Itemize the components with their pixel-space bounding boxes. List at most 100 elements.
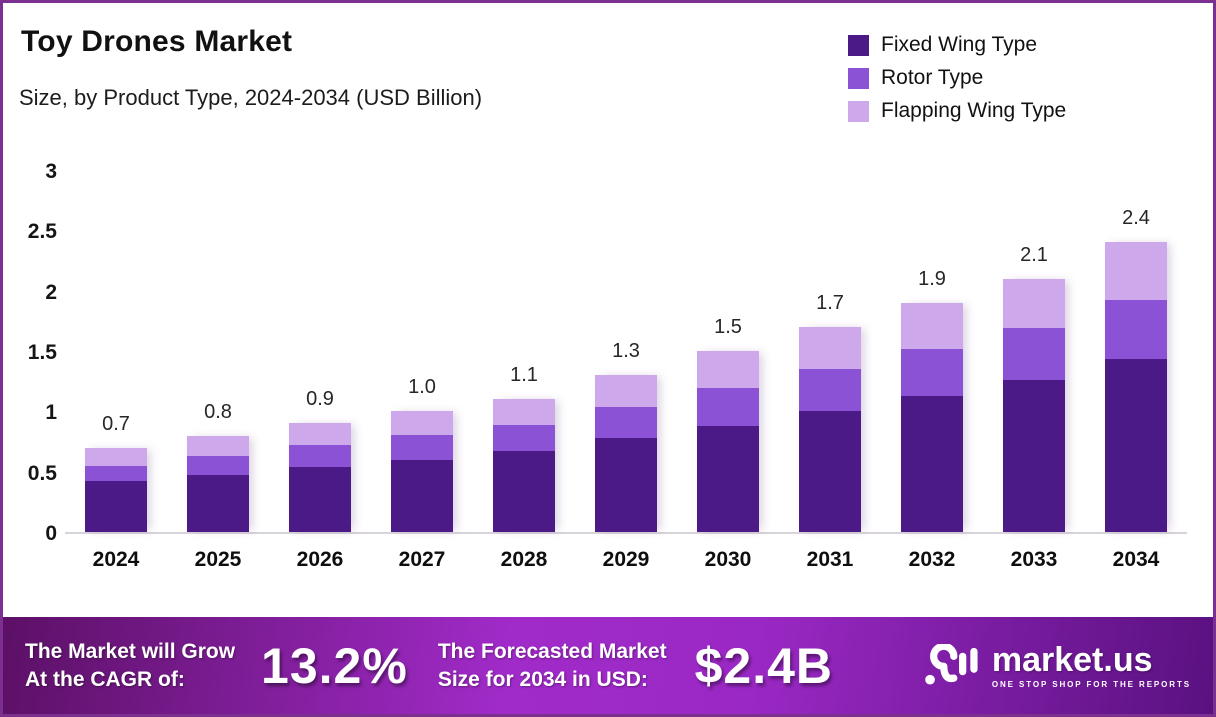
forecast-value: $2.4B xyxy=(694,637,834,694)
bar-segment-flapping-wing-type xyxy=(901,302,963,349)
marketus-swirl-icon xyxy=(925,643,978,685)
bar-total-label: 1.1 xyxy=(510,364,538,387)
stacked-bar xyxy=(187,435,249,532)
bar-segment-rotor-type xyxy=(85,465,147,482)
bar-segment-fixed-wing-type xyxy=(85,481,147,532)
x-axis-label: 2029 xyxy=(602,548,650,571)
stacked-bar xyxy=(85,447,147,532)
bar-segment-flapping-wing-type xyxy=(187,435,249,456)
plot-area: 0.7 2024 0.8 2025 0.9 2026 1.0 2027 1.1 2028 1.3 20… xyxy=(65,172,1187,571)
legend-label: Rotor Type xyxy=(881,66,984,89)
bar-segment-rotor-type xyxy=(289,445,351,467)
page-subtitle: Size, by Product Type, 2024-2034 (USD Bi… xyxy=(19,85,483,110)
brand-text: market.us ONE STOP SHOP FOR THE REPORTS xyxy=(992,643,1191,689)
bar-group-2024: 0.7 2024 xyxy=(66,172,166,571)
bar-segment-fixed-wing-type xyxy=(391,459,453,532)
y-tick-label: 3 xyxy=(45,160,57,183)
bar-group-2030: 1.5 2030 xyxy=(678,172,778,571)
y-axis: 0 0.5 1 1.5 2 2.5 3 xyxy=(9,160,57,545)
x-axis-label: 2031 xyxy=(806,548,854,571)
bar-segment-fixed-wing-type xyxy=(493,451,555,532)
bar-total-label: 0.7 xyxy=(102,412,130,435)
forecast-label: The Forecasted Market Size for 2034 in U… xyxy=(438,638,667,693)
bar-segment-fixed-wing-type xyxy=(697,425,759,532)
x-axis-label: 2028 xyxy=(500,548,548,571)
x-axis-label: 2033 xyxy=(1010,548,1058,571)
bar-segment-rotor-type xyxy=(1105,300,1167,360)
bar-segment-rotor-type xyxy=(391,435,453,460)
legend-item: Flapping Wing Type xyxy=(848,99,1066,123)
x-axis-label: 2034 xyxy=(1112,548,1160,571)
bar-total-label: 1.0 xyxy=(408,376,436,399)
y-tick-label: 1 xyxy=(45,401,57,425)
bar-segment-flapping-wing-type xyxy=(85,447,147,466)
cagr-label: The Market will Grow At the CAGR of: xyxy=(25,638,235,693)
cagr-label-line2: At the CAGR of: xyxy=(25,667,185,691)
y-tick-label: 1.5 xyxy=(27,341,57,364)
bar-total-label: 0.8 xyxy=(204,400,232,423)
bar-group-2029: 1.3 2029 xyxy=(576,172,676,571)
x-axis-label: 2025 xyxy=(194,548,242,571)
y-tick-label: 2.5 xyxy=(27,220,57,244)
bar-segment-rotor-type xyxy=(799,369,861,412)
brand-tagline: ONE STOP SHOP FOR THE REPORTS xyxy=(991,679,1191,689)
bar-segment-flapping-wing-type xyxy=(1105,242,1167,301)
bar-group-2032: 1.9 2032 xyxy=(882,172,982,571)
y-tick-label: 0 xyxy=(45,522,57,545)
bar-total-label: 1.3 xyxy=(612,340,640,363)
legend-item: Fixed Wing Type xyxy=(848,33,1066,57)
forecast-label-line2: Size for 2034 in USD: xyxy=(437,667,648,691)
brand-name: market.us xyxy=(991,640,1153,679)
bar-total-label: 0.9 xyxy=(306,388,334,411)
x-axis-label: 2030 xyxy=(704,548,752,571)
bar-segment-flapping-wing-type xyxy=(595,375,657,407)
bar-segment-fixed-wing-type xyxy=(1003,379,1065,532)
bar-segment-rotor-type xyxy=(595,406,657,438)
forecast-label-line1: The Forecasted Market xyxy=(437,640,667,664)
bar-group-2034: 2.4 2034 xyxy=(1086,172,1186,571)
legend-swatch-icon xyxy=(848,67,869,89)
stacked-bar xyxy=(799,326,861,532)
x-axis-label: 2032 xyxy=(908,548,956,571)
cagr-value: 13.2% xyxy=(261,637,408,694)
bar-total-label: 1.9 xyxy=(918,267,946,290)
legend-swatch-icon xyxy=(848,34,869,56)
stacked-bar xyxy=(1003,278,1065,532)
bar-segment-fixed-wing-type xyxy=(901,395,963,532)
stacked-bar xyxy=(289,423,351,532)
stacked-bar xyxy=(1105,242,1167,532)
bar-segment-fixed-wing-type xyxy=(187,475,249,532)
bar-total-label: 2.4 xyxy=(1122,207,1150,230)
stacked-bar xyxy=(493,399,555,532)
bar-segment-flapping-wing-type xyxy=(289,423,351,446)
bar-segment-rotor-type xyxy=(1003,328,1065,380)
bar-segment-flapping-wing-type xyxy=(493,399,555,425)
bar-segment-rotor-type xyxy=(493,424,555,452)
bar-segment-flapping-wing-type xyxy=(697,351,759,389)
bar-segment-flapping-wing-type xyxy=(799,326,861,370)
cagr-label-line1: The Market will Grow xyxy=(25,640,236,664)
bar-total-label: 1.5 xyxy=(714,316,742,339)
bar-group-2026: 0.9 2026 xyxy=(270,172,370,571)
y-tick-label: 2 xyxy=(45,280,57,304)
legend-item: Rotor Type xyxy=(848,66,1066,90)
stacked-bar xyxy=(595,375,657,532)
bar-group-2031: 1.7 2031 xyxy=(780,172,880,571)
bar-total-label: 2.1 xyxy=(1020,243,1048,266)
bar-segment-rotor-type xyxy=(187,456,249,476)
legend-label: Fixed Wing Type xyxy=(881,33,1038,56)
chart-legend: Fixed Wing Type Rotor Type Flapping Wing T… xyxy=(848,33,1066,123)
bar-group-2033: 2.1 2033 xyxy=(984,172,1084,571)
legend-swatch-icon xyxy=(848,100,869,122)
stacked-bar xyxy=(697,351,759,532)
stacked-bar xyxy=(391,411,453,532)
legend-label: Flapping Wing Type xyxy=(881,99,1067,122)
brand-logo: market.us ONE STOP SHOP FOR THE REPORTS xyxy=(924,643,1191,689)
bar-segment-fixed-wing-type xyxy=(799,411,861,532)
bar-total-label: 1.7 xyxy=(816,291,844,314)
page-title: Toy Drones Market xyxy=(21,25,293,58)
footer-banner: The Market will Grow At the CAGR of: 13.… xyxy=(3,617,1213,714)
bar-segment-flapping-wing-type xyxy=(1003,278,1065,329)
bar-segment-rotor-type xyxy=(901,348,963,396)
